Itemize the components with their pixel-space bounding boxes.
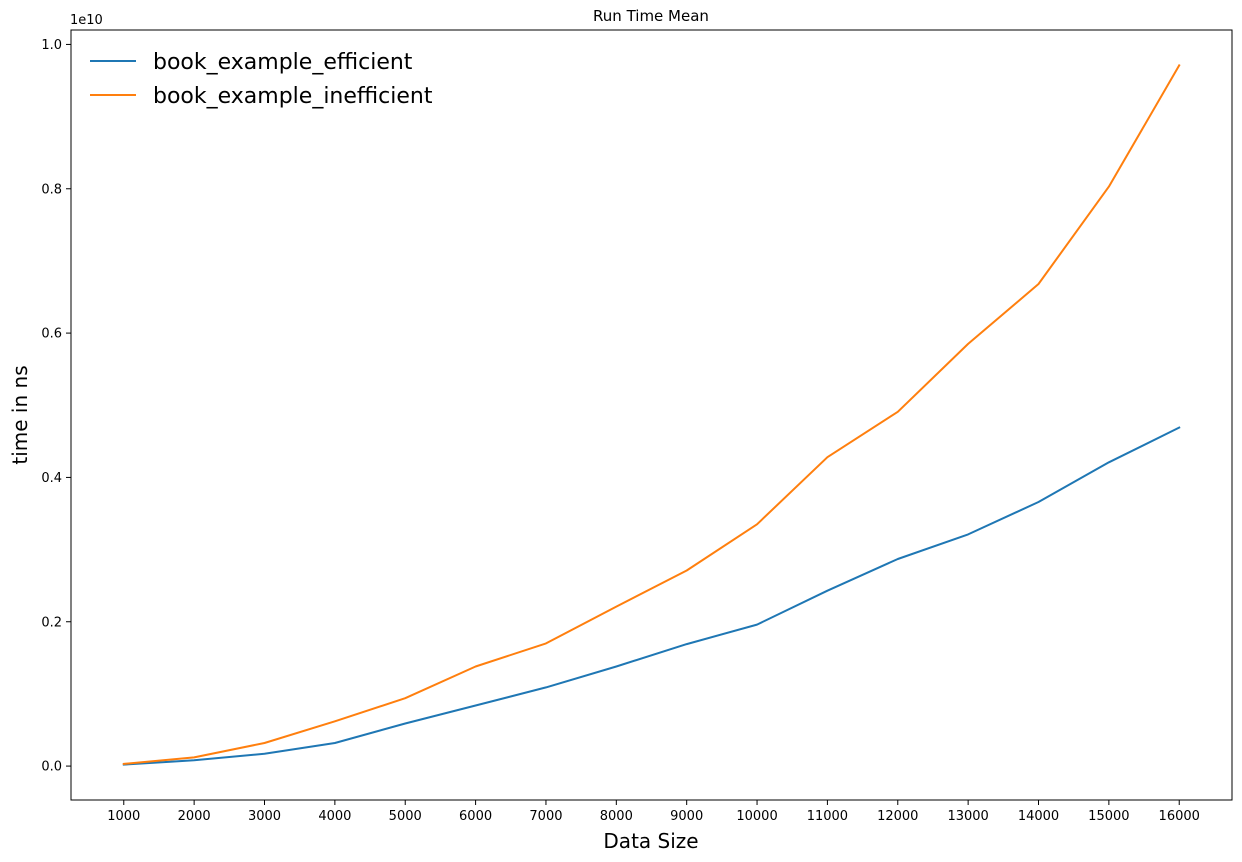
x-axis-label: Data Size [603, 829, 698, 853]
x-tick-label: 5000 [389, 809, 422, 824]
x-tick-label: 15000 [1088, 809, 1129, 824]
y-axis-offset-label: 1e10 [70, 13, 103, 28]
y-tick-label: 0.6 [41, 327, 62, 342]
x-tick-label: 6000 [459, 809, 492, 824]
x-tick-label: 7000 [529, 809, 562, 824]
y-axis-label: time in ns [8, 365, 32, 464]
x-tick-label: 10000 [736, 809, 777, 824]
plot-area: 1000 2000 3000 4000 5000 6000 7000 8000 9000 1000… [41, 29, 1233, 824]
x-tick-label: 16000 [1159, 809, 1200, 824]
series-line-book_example_efficient [122, 426, 1181, 766]
series-line-book_example_inefficient [122, 64, 1181, 765]
x-tick-label: 1000 [107, 809, 140, 824]
legend-label-book_example_efficient: book_example_efficient [153, 50, 413, 75]
x-tick-label: 13000 [947, 809, 988, 824]
y-tick-label: 0.2 [41, 615, 62, 630]
x-tick-label: 9000 [670, 809, 703, 824]
x-tick-label: 8000 [600, 809, 633, 824]
y-tick-label: 0.0 [41, 760, 62, 775]
y-tick-label: 0.4 [41, 471, 62, 486]
legend-label-book_example_inefficient: book_example_inefficient [153, 84, 433, 109]
y-tick-label: 0.8 [41, 182, 62, 197]
x-tick-label: 3000 [248, 809, 281, 824]
x-tick-label: 4000 [318, 809, 351, 824]
legend: book_example_efficient book_example_ineff… [90, 50, 433, 109]
x-tick-label: 12000 [877, 809, 918, 824]
y-tick-label: 1.0 [41, 38, 62, 53]
chart-title: Run Time Mean [593, 7, 709, 25]
x-tick-label: 11000 [807, 809, 848, 824]
x-tick-label: 14000 [1018, 809, 1059, 824]
x-tick-label: 2000 [178, 809, 211, 824]
plot-frame [70, 29, 1233, 801]
